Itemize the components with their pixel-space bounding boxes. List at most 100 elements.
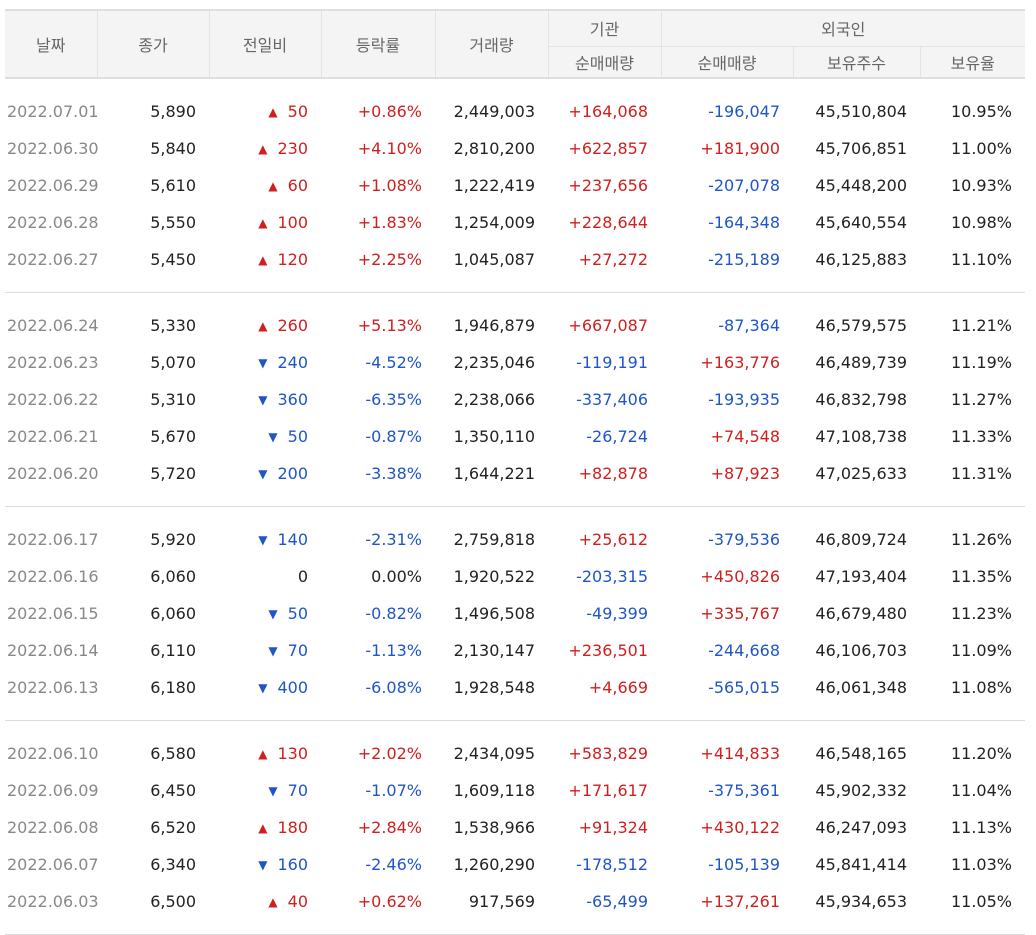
table-row[interactable]: 2022.06.21 5,670 ▼ 50 -0.87% 1,350,110 -26,724… xyxy=(5,418,1025,455)
header-volume[interactable]: 거래량 xyxy=(434,10,548,79)
cell-rate: 0.00% xyxy=(371,567,422,586)
table-row[interactable]: 2022.06.13 6,180 ▼ 400 -6.08% 1,928,548 +4,669… xyxy=(5,669,1025,706)
cell-holdings: 45,841,414 xyxy=(815,855,907,874)
table-row[interactable]: 2022.07.01 5,890 ▲ 50 +0.86% 2,449,003 +164,06… xyxy=(5,93,1025,130)
table-row[interactable]: 2022.06.14 6,110 ▼ 70 -1.13% 2,130,147 +236,50… xyxy=(5,632,1025,669)
cell-rate: -4.52% xyxy=(365,353,422,372)
cell-date: 2022.06.22 xyxy=(7,390,99,409)
table-row[interactable]: 2022.06.20 5,720 ▼ 200 -3.38% 1,644,221 +82,87… xyxy=(5,455,1025,492)
table-row[interactable]: 2022.06.17 5,920 ▼ 140 -2.31% 2,759,818 +25,61… xyxy=(5,521,1025,558)
cell-inst-net: +82,878 xyxy=(578,464,648,483)
cell-holding-ratio: 11.20% xyxy=(950,744,1012,763)
cell-inst-net: +171,617 xyxy=(568,781,648,800)
cell-change: ▲ 180 xyxy=(209,809,321,846)
cell-rate: +5.13% xyxy=(357,316,422,335)
cell-volume: 1,045,087 xyxy=(453,250,535,269)
table-row[interactable]: 2022.06.07 6,340 ▼ 160 -2.46% 1,260,290 -178,5… xyxy=(5,846,1025,883)
cell-rate: +4.10% xyxy=(357,139,422,158)
cell-foreign-net: -565,015 xyxy=(708,678,780,697)
cell-inst-net: +91,324 xyxy=(578,818,648,837)
cell-change-value: 400 xyxy=(277,678,308,697)
cell-date: 2022.06.13 xyxy=(7,678,99,697)
cell-volume: 2,130,147 xyxy=(453,641,535,660)
cell-volume: 1,350,110 xyxy=(453,427,535,446)
cell-date: 2022.06.24 xyxy=(7,316,99,335)
cell-inst-net: +236,501 xyxy=(568,641,648,660)
header-holdings[interactable]: 보유주수 xyxy=(792,45,920,79)
triangle-down-icon: ▼ xyxy=(258,393,268,407)
triangle-up-icon: ▲ xyxy=(258,319,268,333)
table-row[interactable]: 2022.06.10 6,580 ▲ 130 +2.02% 2,434,095 +583,8… xyxy=(5,735,1025,772)
cell-change: ▲ 260 xyxy=(209,307,321,344)
table-row[interactable]: 2022.06.23 5,070 ▼ 240 -4.52% 2,235,046 -119,1… xyxy=(5,344,1025,381)
triangle-up-icon: ▲ xyxy=(258,821,268,835)
cell-foreign-net: +163,776 xyxy=(700,353,780,372)
cell-foreign-net: +181,900 xyxy=(700,139,780,158)
header-close[interactable]: 종가 xyxy=(96,10,209,79)
header-inst-net[interactable]: 순매매량 xyxy=(547,45,661,79)
header-change[interactable]: 전일비 xyxy=(208,10,321,79)
cell-rate: +1.83% xyxy=(357,213,422,232)
table-row[interactable]: 2022.06.24 5,330 ▲ 260 +5.13% 1,946,879 +667,0… xyxy=(5,307,1025,344)
triangle-down-icon: ▼ xyxy=(258,681,268,695)
cell-rate: +2.02% xyxy=(357,744,422,763)
group-divider xyxy=(5,506,1025,507)
cell-rate: -0.87% xyxy=(365,427,422,446)
cell-close: 5,890 xyxy=(150,102,196,121)
cell-inst-net: +25,612 xyxy=(578,530,648,549)
table-row[interactable]: 2022.06.03 6,500 ▲ 40 +0.62% 917,569 -65,499 +1… xyxy=(5,883,1025,920)
cell-holding-ratio: 11.23% xyxy=(950,604,1012,623)
table-row[interactable]: 2022.06.15 6,060 ▼ 50 -0.82% 1,496,508 -49,399… xyxy=(5,595,1025,632)
cell-change-value: 130 xyxy=(277,744,308,763)
cell-volume: 1,254,009 xyxy=(453,213,535,232)
cell-volume: 2,235,046 xyxy=(453,353,535,372)
cell-rate: -2.31% xyxy=(365,530,422,549)
header-foreign-net[interactable]: 순매매량 xyxy=(660,45,793,79)
cell-holdings: 47,193,404 xyxy=(815,567,907,586)
cell-holdings: 46,125,883 xyxy=(815,250,907,269)
cell-holding-ratio: 11.35% xyxy=(950,567,1012,586)
cell-inst-net: +667,087 xyxy=(568,316,648,335)
cell-inst-net: +237,656 xyxy=(568,176,648,195)
cell-volume: 1,946,879 xyxy=(453,316,535,335)
table-row[interactable]: 2022.06.08 6,520 ▲ 180 +2.84% 1,538,966 +91,32… xyxy=(5,809,1025,846)
cell-change-value: 60 xyxy=(287,176,308,195)
triangle-down-icon: ▼ xyxy=(258,533,268,547)
investor-trading-table: 날짜 종가 전일비 등락률 거래량 기관 외국인 순매매량 순매매량 보유주수 … xyxy=(5,9,1025,935)
table-row[interactable]: 2022.06.27 5,450 ▲ 120 +2.25% 1,045,087 +27,27… xyxy=(5,241,1025,278)
cell-date: 2022.06.20 xyxy=(7,464,99,483)
table-row[interactable]: 2022.06.30 5,840 ▲ 230 +4.10% 2,810,200 +622,8… xyxy=(5,130,1025,167)
cell-inst-net: -203,315 xyxy=(576,567,648,586)
cell-foreign-net: -207,078 xyxy=(708,176,780,195)
cell-rate: -0.82% xyxy=(365,604,422,623)
table-row[interactable]: 2022.06.29 5,610 ▲ 60 +1.08% 1,222,419 +237,65… xyxy=(5,167,1025,204)
cell-foreign-net: -87,364 xyxy=(718,316,780,335)
cell-holding-ratio: 11.19% xyxy=(950,353,1012,372)
header-holding-ratio[interactable]: 보유율 xyxy=(919,45,1025,79)
table-row[interactable]: 2022.06.28 5,550 ▲ 100 +1.83% 1,254,009 +228,6… xyxy=(5,204,1025,241)
cell-holding-ratio: 11.26% xyxy=(950,530,1012,549)
cell-holdings: 45,448,200 xyxy=(815,176,907,195)
cell-volume: 1,920,522 xyxy=(453,567,535,586)
cell-close: 5,610 xyxy=(150,176,196,195)
header-rate[interactable]: 등락률 xyxy=(320,10,435,79)
cell-inst-net: +164,068 xyxy=(568,102,648,121)
cell-change-value: 50 xyxy=(287,604,308,623)
cell-change: ▲ 120 xyxy=(209,241,321,278)
table-row[interactable]: 2022.06.09 6,450 ▼ 70 -1.07% 1,609,118 +171,61… xyxy=(5,772,1025,809)
cell-change-value: 160 xyxy=(277,855,308,874)
cell-foreign-net: -379,536 xyxy=(708,530,780,549)
cell-holding-ratio: 11.13% xyxy=(950,818,1012,837)
table-row[interactable]: 2022.06.16 6,060 0 0.00% 1,920,522 -203,315 +4… xyxy=(5,558,1025,595)
cell-foreign-net: -105,139 xyxy=(708,855,780,874)
cell-change-value: 360 xyxy=(277,390,308,409)
cell-change: ▼ 70 xyxy=(209,632,321,669)
cell-holdings: 45,640,554 xyxy=(815,213,907,232)
triangle-up-icon: ▲ xyxy=(268,179,278,193)
header-date[interactable]: 날짜 xyxy=(5,10,97,79)
cell-foreign-net: -193,935 xyxy=(708,390,780,409)
cell-holdings: 45,934,653 xyxy=(815,892,907,911)
triangle-down-icon: ▼ xyxy=(258,858,268,872)
cell-change: ▲ 60 xyxy=(209,167,321,204)
table-row[interactable]: 2022.06.22 5,310 ▼ 360 -6.35% 2,238,066 -337,4… xyxy=(5,381,1025,418)
